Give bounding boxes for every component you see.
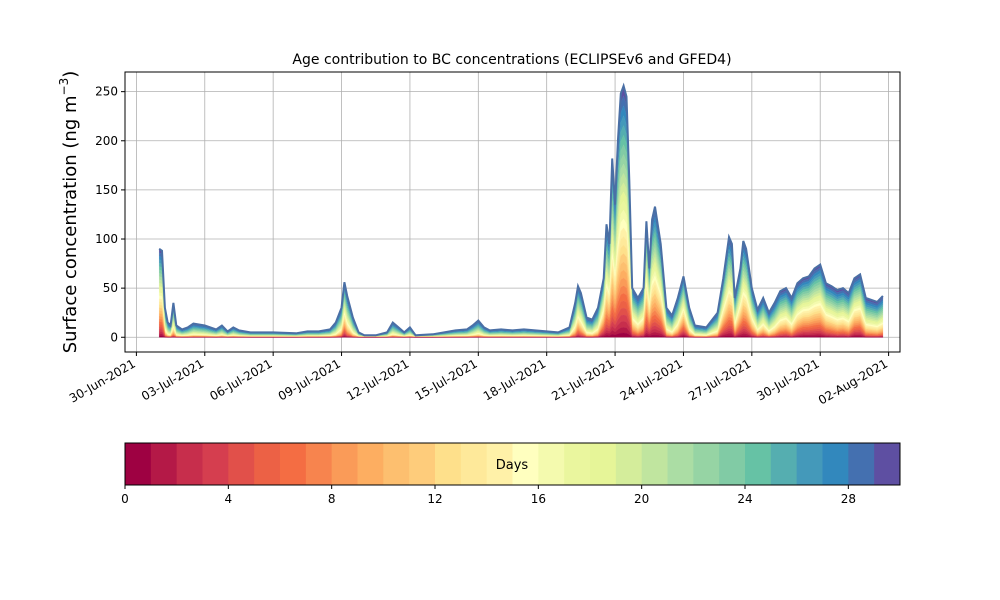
x-tick-label: 18-Jul-2021 (481, 356, 548, 403)
y-axis-label-main: Surface concentration (ng m (60, 95, 81, 353)
x-tick-label: 30-Jun-2021 (67, 356, 138, 405)
colorbar-bin (383, 443, 410, 485)
colorbar-tick-label: 24 (737, 492, 752, 506)
x-tick-label: 03-Jul-2021 (139, 356, 206, 403)
colorbar-bin (745, 443, 772, 485)
colorbar-bin (538, 443, 565, 485)
y-axis-label-close: ) (60, 71, 81, 78)
y-tick-label: 150 (95, 183, 118, 197)
x-tick-label: 27-Jul-2021 (686, 356, 753, 403)
y-tick-label: 100 (95, 232, 118, 246)
colorbar-tick-label: 4 (225, 492, 233, 506)
colorbar-bin (202, 443, 229, 485)
y-tick-label: 200 (95, 134, 118, 148)
colorbar-ticks: 0 4 8 12 16 20 24 28 (121, 485, 856, 506)
colorbar-bin (874, 443, 901, 485)
x-tick-label: 21-Jul-2021 (549, 356, 616, 403)
colorbar-tick-label: 0 (121, 492, 129, 506)
y-tick-label: 0 (110, 330, 118, 344)
colorbar-tick-label: 16 (531, 492, 546, 506)
colorbar-bin (305, 443, 333, 485)
colorbar-bin (512, 443, 539, 485)
colorbar-bin (848, 443, 875, 485)
stacked-age-areas (159, 85, 884, 338)
colorbar-bin (280, 443, 307, 485)
chart-title: Age contribution to BC concentrations (E… (292, 52, 731, 68)
colorbar-bin (641, 443, 668, 485)
colorbar-bin (125, 443, 152, 485)
x-tick-label: 30-Jul-2021 (754, 356, 821, 403)
colorbar-bin (615, 443, 643, 485)
colorbar-bin (357, 443, 384, 485)
y-axis-label-exponent: −3 (57, 78, 71, 96)
y-tick-label: 250 (95, 85, 118, 99)
colorbar-bin (822, 443, 849, 485)
plot-frame (124, 71, 901, 353)
x-tick-label: 06-Jul-2021 (207, 356, 274, 403)
age-colorbar (125, 443, 901, 485)
colorbar-bin (435, 443, 462, 485)
colorbar-bin (693, 443, 720, 485)
colorbar-bin (486, 443, 513, 485)
x-tick-label: 12-Jul-2021 (344, 356, 411, 403)
y-tick-label: 50 (103, 281, 118, 295)
colorbar-bin (150, 443, 178, 485)
x-axis-ticks: 30-Jun-2021 03-Jul-2021 06-Jul-2021 09-Jul-… (67, 352, 890, 407)
colorbar-tick-label: 8 (328, 492, 336, 506)
colorbar-tick-label: 20 (634, 492, 649, 506)
colorbar-frame (124, 442, 901, 486)
total-concentration-line (158, 82, 884, 337)
colorbar-bin (176, 443, 203, 485)
x-tick-label: 02-Aug-2021 (816, 356, 890, 407)
age-layer-area (159, 332, 884, 338)
x-tick-label: 24-Jul-2021 (618, 356, 685, 403)
colorbar-label: Days (496, 458, 529, 473)
colorbar-bin (719, 443, 746, 485)
colorbar-tick-label: 28 (841, 492, 856, 506)
x-tick-label: 15-Jul-2021 (413, 356, 480, 403)
x-tick-label: 09-Jul-2021 (276, 356, 343, 403)
age-layer-area (159, 85, 884, 336)
age-layer-area (159, 95, 884, 336)
colorbar-bin (796, 443, 823, 485)
colorbar-bin (564, 443, 591, 485)
colorbar-bin (590, 443, 617, 485)
colorbar-bin (460, 443, 488, 485)
colorbar-bin (770, 443, 798, 485)
colorbar-bin (667, 443, 694, 485)
y-axis-ticks: 0 50 100 150 200 250 (95, 85, 125, 344)
colorbar-bin (331, 443, 358, 485)
y-axis-label: Surface concentration (ng m−3) (57, 71, 81, 354)
colorbar-tick-label: 12 (427, 492, 442, 506)
colorbar-bin (409, 443, 436, 485)
colorbar-bin (254, 443, 281, 485)
colorbar-bin (228, 443, 255, 485)
